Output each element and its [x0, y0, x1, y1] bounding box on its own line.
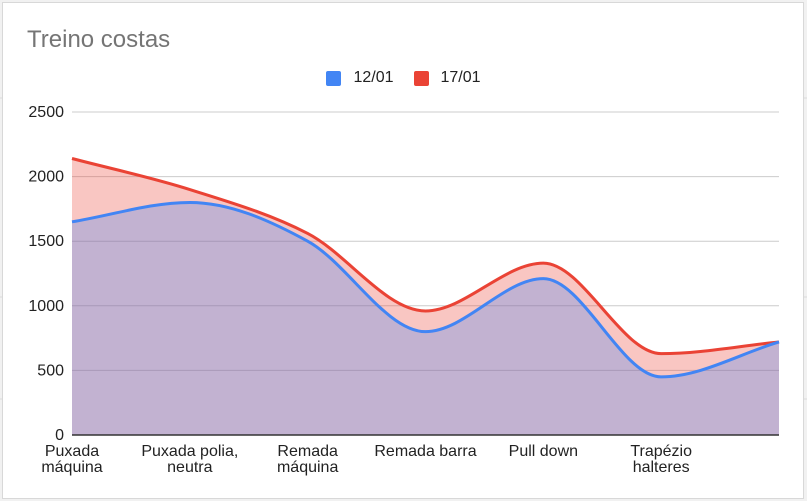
area-series-1	[72, 202, 779, 435]
x-tick-label: Pull down	[509, 443, 578, 460]
x-tick-label: Puxada máquina	[41, 443, 102, 476]
legend-swatch-series-2	[413, 70, 429, 86]
area-series-2	[72, 158, 779, 435]
x-tick-label: Trapézio halteres	[630, 443, 692, 476]
y-tick-label: 2000	[28, 169, 64, 186]
chart-title: Treino costas	[27, 26, 171, 53]
line-series-2	[71, 157, 780, 356]
chart-legend: 12/01 17/01	[0, 69, 807, 87]
x-tick-label: Remada máquina	[277, 443, 338, 476]
y-tick-label: 0	[55, 427, 64, 444]
y-tick-label: 1000	[28, 298, 64, 315]
x-tick-label: Puxada polia, neutra	[141, 443, 238, 476]
legend-label-series-1: 12/01	[353, 69, 394, 86]
y-tick-label: 1500	[28, 233, 64, 250]
legend-item-series-1[interactable]: 12/01	[326, 69, 394, 87]
x-tick-label: Remada barra	[374, 443, 476, 460]
legend-swatch-series-1	[326, 70, 342, 86]
legend-label-series-2: 17/01	[440, 69, 481, 86]
legend-item-series-2[interactable]: 17/01	[413, 69, 481, 87]
y-tick-label: 2500	[28, 104, 64, 121]
line-series-1	[71, 200, 780, 379]
y-tick-label: 500	[37, 362, 64, 379]
